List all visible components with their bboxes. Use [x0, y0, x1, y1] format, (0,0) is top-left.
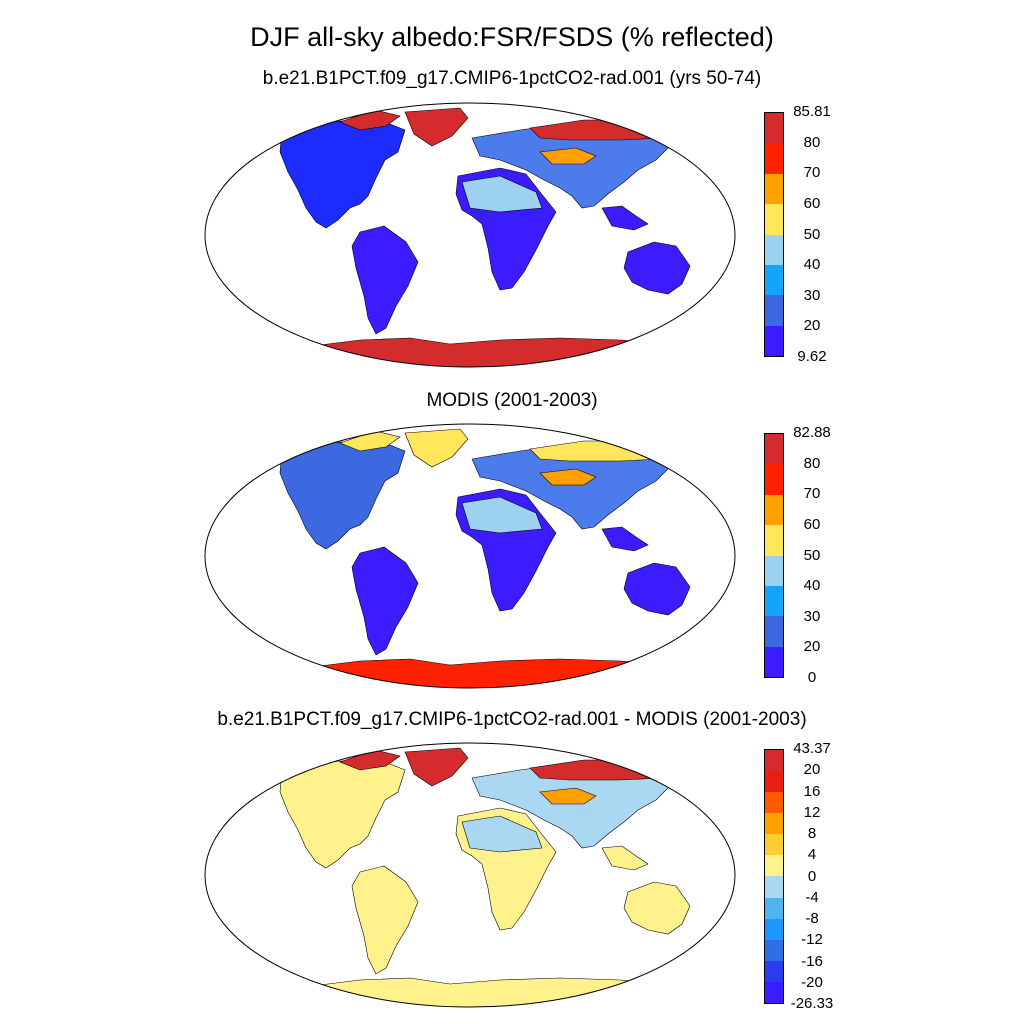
colorbar-swatch — [765, 295, 783, 326]
diff-map-australia — [623, 881, 691, 935]
colorbar-swatch — [765, 771, 783, 793]
model-map-se-asia — [601, 205, 649, 231]
colorbar-tick-label: 50 — [803, 225, 821, 243]
colorbar-tick-label: 4 — [807, 846, 817, 864]
diff-map-se-asia — [601, 845, 649, 871]
colorbar-tick-label: 16 — [803, 782, 821, 800]
model-map-greenland — [404, 107, 469, 147]
colorbar-swatch — [765, 876, 783, 898]
diff-map-south-america — [351, 865, 419, 975]
colorbar-swatch — [765, 143, 783, 174]
colorbar-tick-label: -26.33 — [790, 995, 834, 1012]
colorbar-tick-label: -12 — [801, 931, 823, 949]
model-map-south-america — [351, 225, 419, 335]
model-map-border — [204, 102, 736, 368]
modis-albedo-map — [204, 423, 736, 689]
colorbar-tick-label: 85.81 — [793, 103, 831, 120]
colorbar-swatch — [765, 464, 783, 495]
colorbar-swatch — [765, 234, 783, 265]
colorbar-swatch — [765, 325, 783, 356]
colorbar-swatch — [765, 834, 783, 856]
colorbar-tick-label: 20 — [803, 638, 821, 656]
modis-map-central-asia — [539, 468, 597, 486]
colorbar-swatch — [765, 204, 783, 235]
colorbar-tick-label: -4 — [805, 888, 819, 906]
model-colorbar — [764, 112, 784, 357]
colorbar-tick-label: 70 — [803, 164, 821, 182]
colorbar-swatch — [765, 555, 783, 586]
diff-map-north-america — [279, 757, 406, 869]
panel-1-title: b.e21.B1PCT.f09_g17.CMIP6-1pctCO2-rad.00… — [262, 68, 762, 89]
colorbar-swatch — [765, 646, 783, 677]
colorbar-swatch — [765, 939, 783, 961]
modis-map-north-america — [279, 438, 406, 550]
colorbar-tick-label: 80 — [803, 133, 821, 151]
colorbar-swatch — [765, 264, 783, 296]
colorbar-tick-label: 8 — [807, 825, 817, 842]
colorbar-tick-label: 0 — [807, 867, 817, 885]
colorbar-swatch — [765, 813, 783, 835]
colorbar-tick-label: 30 — [803, 607, 821, 625]
colorbar-tick-label: 40 — [803, 577, 821, 595]
colorbar-tick-label: 9.62 — [797, 348, 827, 365]
colorbar-tick-label: -16 — [801, 952, 823, 970]
colorbar-tick-label: 0 — [807, 669, 817, 686]
difference-colorbar — [764, 749, 784, 1004]
colorbar-swatch — [765, 173, 783, 205]
panel-3-title: b.e21.B1PCT.f09_g17.CMIP6-1pctCO2-rad.00… — [217, 709, 807, 730]
colorbar-tick-label: 43.37 — [793, 740, 831, 757]
colorbar-tick-label: 60 — [803, 194, 821, 212]
colorbar-swatch — [765, 960, 783, 982]
modis-map-border — [204, 423, 736, 689]
model-map-australia — [623, 241, 691, 295]
colorbar-tick-label: 30 — [803, 286, 821, 304]
colorbar-swatch — [765, 434, 783, 465]
colorbar-swatch — [765, 585, 783, 617]
colorbar-tick-label: 50 — [803, 546, 821, 564]
colorbar-swatch — [765, 750, 783, 772]
model-map-north-america — [279, 117, 406, 229]
diff-map-sahara — [461, 815, 543, 853]
colorbar-tick-label: 70 — [803, 485, 821, 503]
colorbar-swatch — [765, 897, 783, 919]
model-map-central-asia — [539, 147, 597, 165]
colorbar-swatch — [765, 855, 783, 877]
diff-map-border — [204, 742, 736, 1008]
diff-map-greenland — [404, 747, 469, 787]
modis-map-sahara — [461, 496, 543, 534]
colorbar-tick-label: 82.88 — [793, 424, 831, 441]
difference-albedo-map — [204, 742, 736, 1008]
colorbar-tick-label: 80 — [803, 454, 821, 472]
figure-title: DJF all-sky albedo:FSR/FSDS (% reflected… — [250, 22, 774, 52]
colorbar-tick-label: 20 — [803, 317, 821, 335]
model-map-sahara — [461, 175, 543, 213]
panel-2-title: MODIS (2001-2003) — [426, 390, 598, 411]
colorbar-tick-label: 60 — [803, 515, 821, 533]
colorbar-swatch — [765, 918, 783, 940]
colorbar-tick-label: -8 — [805, 910, 819, 927]
diff-map-central-asia — [539, 787, 597, 805]
modis-map-se-asia — [601, 526, 649, 552]
colorbar-swatch — [765, 113, 783, 144]
colorbar-swatch — [765, 616, 783, 647]
modis-colorbar — [764, 433, 784, 678]
colorbar-tick-label: 20 — [803, 761, 821, 779]
colorbar-swatch — [765, 981, 783, 1003]
colorbar-tick-label: 40 — [803, 256, 821, 274]
colorbar-swatch — [765, 494, 783, 526]
colorbar-swatch — [765, 792, 783, 814]
colorbar-tick-label: 12 — [803, 803, 821, 821]
model-albedo-map — [204, 102, 736, 368]
modis-map-greenland — [404, 428, 469, 468]
colorbar-swatch — [765, 525, 783, 556]
modis-map-south-america — [351, 546, 419, 656]
colorbar-tick-label: -20 — [801, 973, 823, 991]
modis-map-australia — [623, 562, 691, 616]
